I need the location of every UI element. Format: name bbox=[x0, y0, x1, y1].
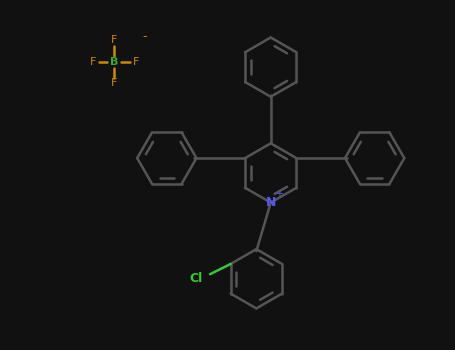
Text: F: F bbox=[90, 57, 96, 67]
Text: F: F bbox=[111, 35, 117, 46]
Text: Cl: Cl bbox=[189, 272, 202, 285]
Text: +: + bbox=[275, 189, 283, 198]
Text: N: N bbox=[266, 196, 276, 209]
Text: F: F bbox=[111, 78, 117, 88]
Text: B: B bbox=[110, 57, 118, 67]
Text: -: - bbox=[142, 30, 147, 43]
Text: F: F bbox=[132, 57, 139, 67]
